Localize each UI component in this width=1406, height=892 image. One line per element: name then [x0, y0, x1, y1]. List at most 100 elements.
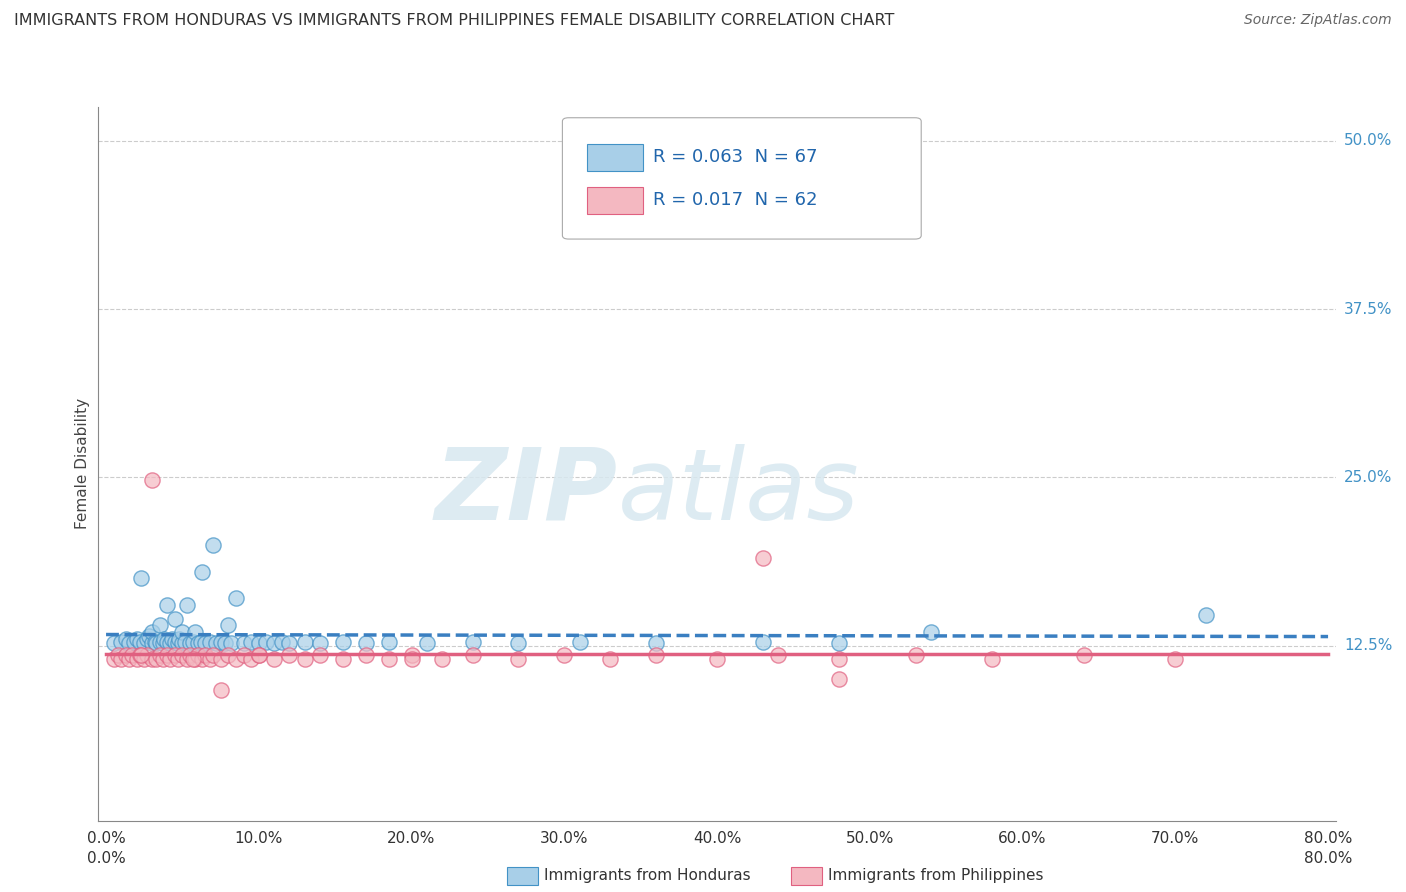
- Point: [148, 618, 170, 632]
- Point: [183, 625, 205, 640]
- Point: [377, 652, 399, 666]
- Point: [176, 598, 198, 612]
- Point: [828, 673, 851, 687]
- Point: [156, 598, 179, 612]
- Point: [214, 636, 236, 650]
- Point: [160, 632, 183, 646]
- Point: [115, 648, 138, 662]
- Point: [107, 648, 129, 662]
- Text: 37.5%: 37.5%: [1344, 301, 1392, 317]
- Point: [232, 648, 254, 662]
- Point: [332, 652, 354, 666]
- Bar: [792, 867, 823, 885]
- Point: [194, 636, 217, 650]
- Point: [145, 652, 167, 666]
- Point: [354, 636, 377, 650]
- Point: [134, 636, 156, 650]
- Point: [294, 634, 316, 648]
- Point: [125, 652, 148, 666]
- Point: [225, 652, 247, 666]
- Point: [217, 648, 239, 662]
- Point: [430, 652, 453, 666]
- Point: [221, 636, 243, 650]
- Point: [828, 636, 851, 650]
- Point: [172, 636, 194, 650]
- Point: [309, 636, 332, 650]
- Text: IMMIGRANTS FROM HONDURAS VS IMMIGRANTS FROM PHILIPPINES FEMALE DISABILITY CORREL: IMMIGRANTS FROM HONDURAS VS IMMIGRANTS F…: [14, 13, 894, 29]
- Point: [568, 634, 591, 648]
- Point: [187, 648, 209, 662]
- Point: [247, 636, 270, 650]
- Point: [179, 648, 201, 662]
- Point: [128, 648, 150, 662]
- Point: [1073, 648, 1095, 662]
- Point: [904, 648, 927, 662]
- Point: [706, 652, 728, 666]
- Point: [118, 636, 141, 650]
- Text: 25.0%: 25.0%: [1344, 470, 1392, 485]
- Point: [166, 652, 188, 666]
- Point: [176, 652, 198, 666]
- Point: [508, 636, 530, 650]
- Text: Immigrants from Honduras: Immigrants from Honduras: [544, 868, 751, 883]
- Point: [156, 634, 179, 648]
- Point: [128, 634, 150, 648]
- Point: [247, 648, 270, 662]
- Point: [143, 634, 166, 648]
- Point: [103, 652, 125, 666]
- Point: [1164, 652, 1187, 666]
- Point: [115, 632, 138, 646]
- Point: [553, 648, 575, 662]
- Point: [232, 636, 254, 650]
- Point: [205, 636, 228, 650]
- Point: [599, 652, 621, 666]
- Text: Source: ZipAtlas.com: Source: ZipAtlas.com: [1244, 13, 1392, 28]
- Point: [270, 634, 292, 648]
- Point: [138, 629, 160, 643]
- Point: [163, 648, 186, 662]
- Point: [121, 648, 143, 662]
- Point: [209, 634, 232, 648]
- FancyBboxPatch shape: [562, 118, 921, 239]
- Bar: [588, 145, 643, 171]
- Point: [179, 636, 201, 650]
- Point: [136, 648, 159, 662]
- Point: [981, 652, 1004, 666]
- Point: [508, 652, 530, 666]
- Point: [645, 648, 668, 662]
- Text: R = 0.063  N = 67: R = 0.063 N = 67: [652, 148, 817, 166]
- Point: [174, 634, 197, 648]
- Point: [828, 652, 851, 666]
- Point: [240, 634, 263, 648]
- Text: ZIP: ZIP: [434, 444, 619, 541]
- Point: [752, 551, 775, 566]
- Bar: [588, 187, 643, 214]
- Point: [920, 625, 942, 640]
- Point: [191, 652, 214, 666]
- Point: [129, 571, 152, 585]
- Point: [377, 634, 399, 648]
- Text: 0.0%: 0.0%: [87, 851, 125, 866]
- Point: [416, 636, 439, 650]
- Point: [278, 636, 301, 650]
- Point: [153, 632, 176, 646]
- Point: [401, 652, 423, 666]
- Point: [183, 652, 205, 666]
- Point: [166, 636, 188, 650]
- Point: [156, 648, 179, 662]
- Point: [118, 652, 141, 666]
- Point: [110, 634, 132, 648]
- Point: [169, 632, 191, 646]
- Point: [263, 636, 285, 650]
- Point: [1195, 607, 1218, 622]
- Text: 80.0%: 80.0%: [1303, 851, 1353, 866]
- Text: atlas: atlas: [619, 444, 859, 541]
- Point: [752, 634, 775, 648]
- Point: [766, 648, 789, 662]
- Point: [198, 652, 221, 666]
- Text: R = 0.017  N = 62: R = 0.017 N = 62: [652, 191, 817, 209]
- Point: [354, 648, 377, 662]
- Point: [141, 652, 163, 666]
- Point: [136, 632, 159, 646]
- Point: [125, 632, 148, 646]
